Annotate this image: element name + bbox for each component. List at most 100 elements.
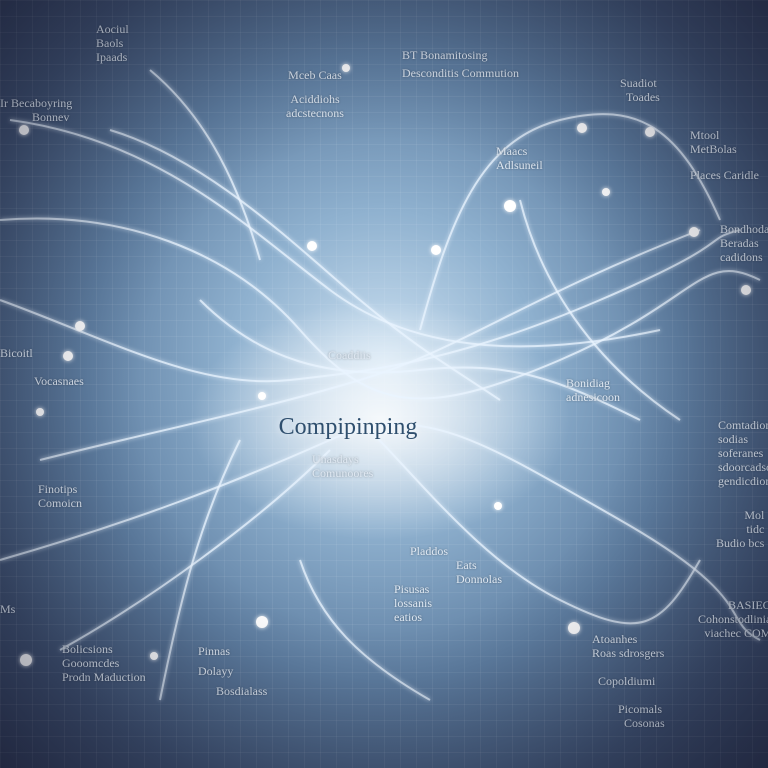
node-dot bbox=[63, 351, 73, 361]
label-text: Desconditis Commution bbox=[402, 66, 519, 80]
label-text: Picomals bbox=[618, 702, 662, 716]
node-dot bbox=[75, 321, 85, 331]
label-group-bottom-right2: BASIEG Cohonstodlinia viachec COM bbox=[698, 598, 768, 640]
network-line bbox=[199, 299, 641, 421]
label-group-top-center-left: Mceb Caas Aciddiohs adcstecnons bbox=[286, 68, 344, 120]
label-text: BT Bonamitosing bbox=[402, 48, 488, 62]
label-group-right-upper: Mtool MetBolas bbox=[690, 128, 737, 156]
label-text: Suadiot bbox=[620, 76, 657, 90]
node-dot bbox=[494, 502, 502, 510]
label-text: Unasdays bbox=[312, 452, 359, 466]
network-line bbox=[59, 449, 331, 651]
label-text: Ir Becaboyring bbox=[0, 96, 73, 110]
node-dot bbox=[741, 285, 751, 295]
label-group-bottom-left: Bolicsions Gooomcdes Prodn Maduction bbox=[62, 642, 146, 684]
network-line bbox=[9, 119, 661, 348]
label-group-top-right: Suadiot Toades bbox=[620, 76, 660, 104]
label-group-left-bottom: Ms bbox=[0, 602, 15, 616]
label-text: sdoorcadsol bbox=[718, 460, 768, 474]
label-group-center-lower-right: Pladdos Eats Donnolas bbox=[410, 544, 502, 586]
label-group-right-lower: Comtadion sodias soferanes sdoorcadsol g… bbox=[718, 418, 768, 488]
label-text: Roas sdrosgers bbox=[592, 646, 665, 660]
label-group-bottom-right3: Copoldiumi bbox=[598, 674, 655, 688]
network-line bbox=[39, 229, 701, 461]
label-group-center-bottom: Pisusas lossanis eatios bbox=[394, 582, 432, 624]
label-text: lossanis bbox=[394, 596, 433, 610]
label-text: Mceb Caas bbox=[288, 68, 342, 82]
label-text: Bicoitl bbox=[0, 346, 33, 360]
label-text: Bolicsions bbox=[62, 642, 113, 656]
label-text: adcstecnons bbox=[286, 106, 344, 120]
node-dot bbox=[645, 127, 655, 137]
node-dot bbox=[256, 616, 268, 628]
node-dot bbox=[568, 622, 580, 634]
network-line bbox=[299, 559, 431, 701]
label-text: Bonidiag bbox=[566, 376, 610, 390]
label-text: Cohonstodlinia bbox=[698, 612, 768, 626]
node-dot bbox=[504, 200, 516, 212]
label-text: Bondhodas bbox=[720, 222, 768, 236]
label-group-left-lower: Finotips Comoicn bbox=[38, 482, 82, 510]
node-dot bbox=[258, 392, 266, 400]
label-group-left-mid: Bicoitl Vocasnaes bbox=[0, 346, 84, 388]
node-dot bbox=[19, 125, 29, 135]
label-text: Pinnas bbox=[198, 644, 231, 658]
label-text: sodias bbox=[718, 432, 748, 446]
label-text: Ipaads bbox=[96, 50, 128, 64]
label-text: Comoicn bbox=[38, 496, 82, 510]
node-dot bbox=[150, 652, 158, 660]
network-line bbox=[419, 113, 721, 331]
label-text: Bonnev bbox=[32, 110, 70, 124]
label-group-center-upper: Maacs Adlsuneil bbox=[496, 144, 543, 172]
label-text: Baols bbox=[96, 36, 124, 50]
label-text: Cosonas bbox=[624, 716, 665, 730]
label-group-bottom-right4: Picomals Cosonas bbox=[618, 702, 665, 730]
label-group-center: Coaddiis bbox=[328, 348, 371, 362]
label-text: gendicdion bbox=[718, 474, 768, 488]
label-text: cadidons bbox=[720, 250, 763, 264]
label-group-right-upper2: Places Caridle bbox=[690, 168, 759, 182]
label-group-top-center: BT Bonamitosing Desconditis Commution bbox=[402, 48, 519, 80]
label-group-right-mid: Bondhodas Beradas cadidons bbox=[720, 222, 768, 264]
label-text: Budio bcs bbox=[716, 536, 765, 550]
label-text: viachec COM bbox=[704, 626, 768, 640]
network-line bbox=[149, 69, 261, 261]
label-text: Coaddiis bbox=[328, 348, 371, 362]
label-text: BASIEG bbox=[728, 598, 768, 612]
label-text: Comtadion bbox=[718, 418, 768, 432]
node-dot bbox=[307, 241, 317, 251]
node-dot bbox=[602, 188, 610, 196]
network-line bbox=[359, 419, 701, 625]
label-text: MetBolas bbox=[690, 142, 737, 156]
label-text: Gooomcdes bbox=[62, 656, 120, 670]
label-group-bottom-center: Pinnas Dolayy Bosdialass bbox=[198, 644, 267, 698]
label-group-right-lower2: Mol tidc Budio bcs bbox=[716, 508, 764, 550]
label-text: Atoanhes bbox=[592, 632, 638, 646]
central-title: Compipinping bbox=[278, 414, 418, 440]
label-text: Places Caridle bbox=[690, 168, 759, 182]
network-line bbox=[109, 129, 501, 401]
label-group-center-sub: Unasdays Comunoores bbox=[312, 452, 373, 480]
network-line bbox=[0, 423, 761, 641]
label-group-left-upper: Ir Becaboyring Bonnev bbox=[0, 96, 72, 124]
label-text: soferanes bbox=[718, 446, 764, 460]
label-text: Comunoores bbox=[312, 466, 374, 480]
label-text: Prodn Maduction bbox=[62, 670, 146, 684]
network-line bbox=[519, 199, 681, 421]
label-text: Dolayy bbox=[198, 664, 234, 678]
label-text: Bosdialass bbox=[216, 684, 268, 698]
label-text: eatios bbox=[394, 610, 422, 624]
label-text: Pisusas bbox=[394, 582, 430, 596]
label-group-top-left: Aociul Baols Ipaads bbox=[96, 22, 129, 64]
label-text: Pladdos bbox=[410, 544, 449, 558]
label-group-bottom-right: Atoanhes Roas sdrosgers bbox=[592, 632, 664, 660]
node-dot bbox=[577, 123, 587, 133]
label-text: Copoldiumi bbox=[598, 674, 656, 688]
label-text: Aociul bbox=[96, 22, 129, 36]
label-text: Ms bbox=[0, 602, 16, 616]
node-dot bbox=[342, 64, 350, 72]
label-text: adnesicoon bbox=[566, 390, 620, 404]
label-text: Mtool bbox=[690, 128, 720, 142]
